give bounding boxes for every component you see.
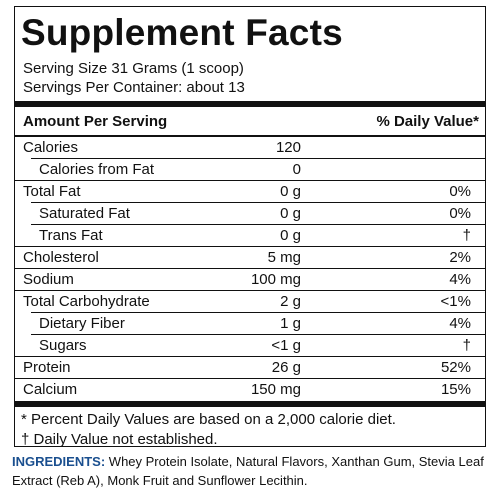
nutrient-name: Sugars [39,337,87,354]
nutrient-name: Trans Fat [39,227,103,244]
nutrient-name: Total Fat [23,183,81,200]
nutrient-row: Calories from Fat 0 [31,158,485,180]
amount: 1 g [280,315,301,332]
nutrient-name: Calories [23,139,79,156]
amount: 0 g [280,183,301,200]
nutrient-row: Total Carbohydrate 2 g <1% [15,290,485,312]
daily-value: † [462,227,471,244]
nutrient-name: Calcium [23,381,78,398]
title: Supplement Facts [21,12,343,53]
facts-panel: Supplement Facts Serving Size 31 Grams (… [14,6,486,448]
daily-value: 15% [440,381,471,398]
nutrient-row: Calcium 150 mg 15% [15,378,485,400]
nutrient-row: Total Fat 0 g 0% [15,180,485,202]
nutrient-name: Sodium [23,271,74,288]
amount: 0 g [280,227,301,244]
nutrient-row: Trans Fat 0 g † [31,224,485,246]
amount: 0 g [280,205,301,222]
divider [15,401,485,407]
daily-value: 0% [449,183,471,200]
nutrient-rows: Calories 120 Calories from Fat 0 Total Fat 0 … [15,137,485,400]
amount: 100 mg [250,271,301,288]
amount: 0 [292,161,301,178]
nutrient-row: Sugars <1 g † [31,334,485,356]
nutrient-name: Total Carbohydrate [23,293,150,310]
amount: 120 [275,139,301,156]
ingredients-label: INGREDIENTS: [12,454,106,469]
footnote: † Daily Value not established. [21,431,218,448]
footnote: * Percent Daily Values are based on a 2,… [21,411,396,428]
amount: 5 mg [267,249,301,266]
daily-value: 2% [449,249,471,266]
ingredients-text: Whey Protein Isolate, Natural Flavors, X… [12,454,484,488]
daily-value: 4% [449,315,471,332]
amount: <1 g [271,337,301,354]
daily-value: 52% [440,359,471,376]
nutrient-row: Cholesterol 5 mg 2% [15,246,485,268]
nutrient-name: Cholesterol [23,249,99,266]
daily-value: <1% [440,293,471,310]
amount: 150 mg [250,381,301,398]
header-dv: % Daily Value* [376,113,479,130]
table-header: Amount Per Serving % Daily Value* [15,107,485,137]
nutrient-name: Saturated Fat [39,205,130,222]
ingredients: INGREDIENTS: Whey Protein Isolate, Natur… [12,452,492,490]
servings-per-container: Servings Per Container: about 13 [23,79,245,96]
serving-size: Serving Size 31 Grams (1 scoop) [23,60,244,77]
nutrient-row: Protein 26 g 52% [15,356,485,378]
nutrient-name: Calories from Fat [39,161,155,178]
daily-value: 4% [449,271,471,288]
daily-value: † [462,337,471,354]
nutrient-row: Saturated Fat 0 g 0% [31,202,485,224]
amount: 2 g [280,293,301,310]
amount: 26 g [271,359,301,376]
header-amount: Amount Per Serving [23,113,168,130]
divider [15,101,485,107]
nutrient-name: Dietary Fiber [39,315,125,332]
nutrient-row: Dietary Fiber 1 g 4% [31,312,485,334]
nutrient-row: Sodium 100 mg 4% [15,268,485,290]
daily-value: 0% [449,205,471,222]
nutrient-row: Calories 120 [15,137,485,158]
nutrient-name: Protein [23,359,71,376]
